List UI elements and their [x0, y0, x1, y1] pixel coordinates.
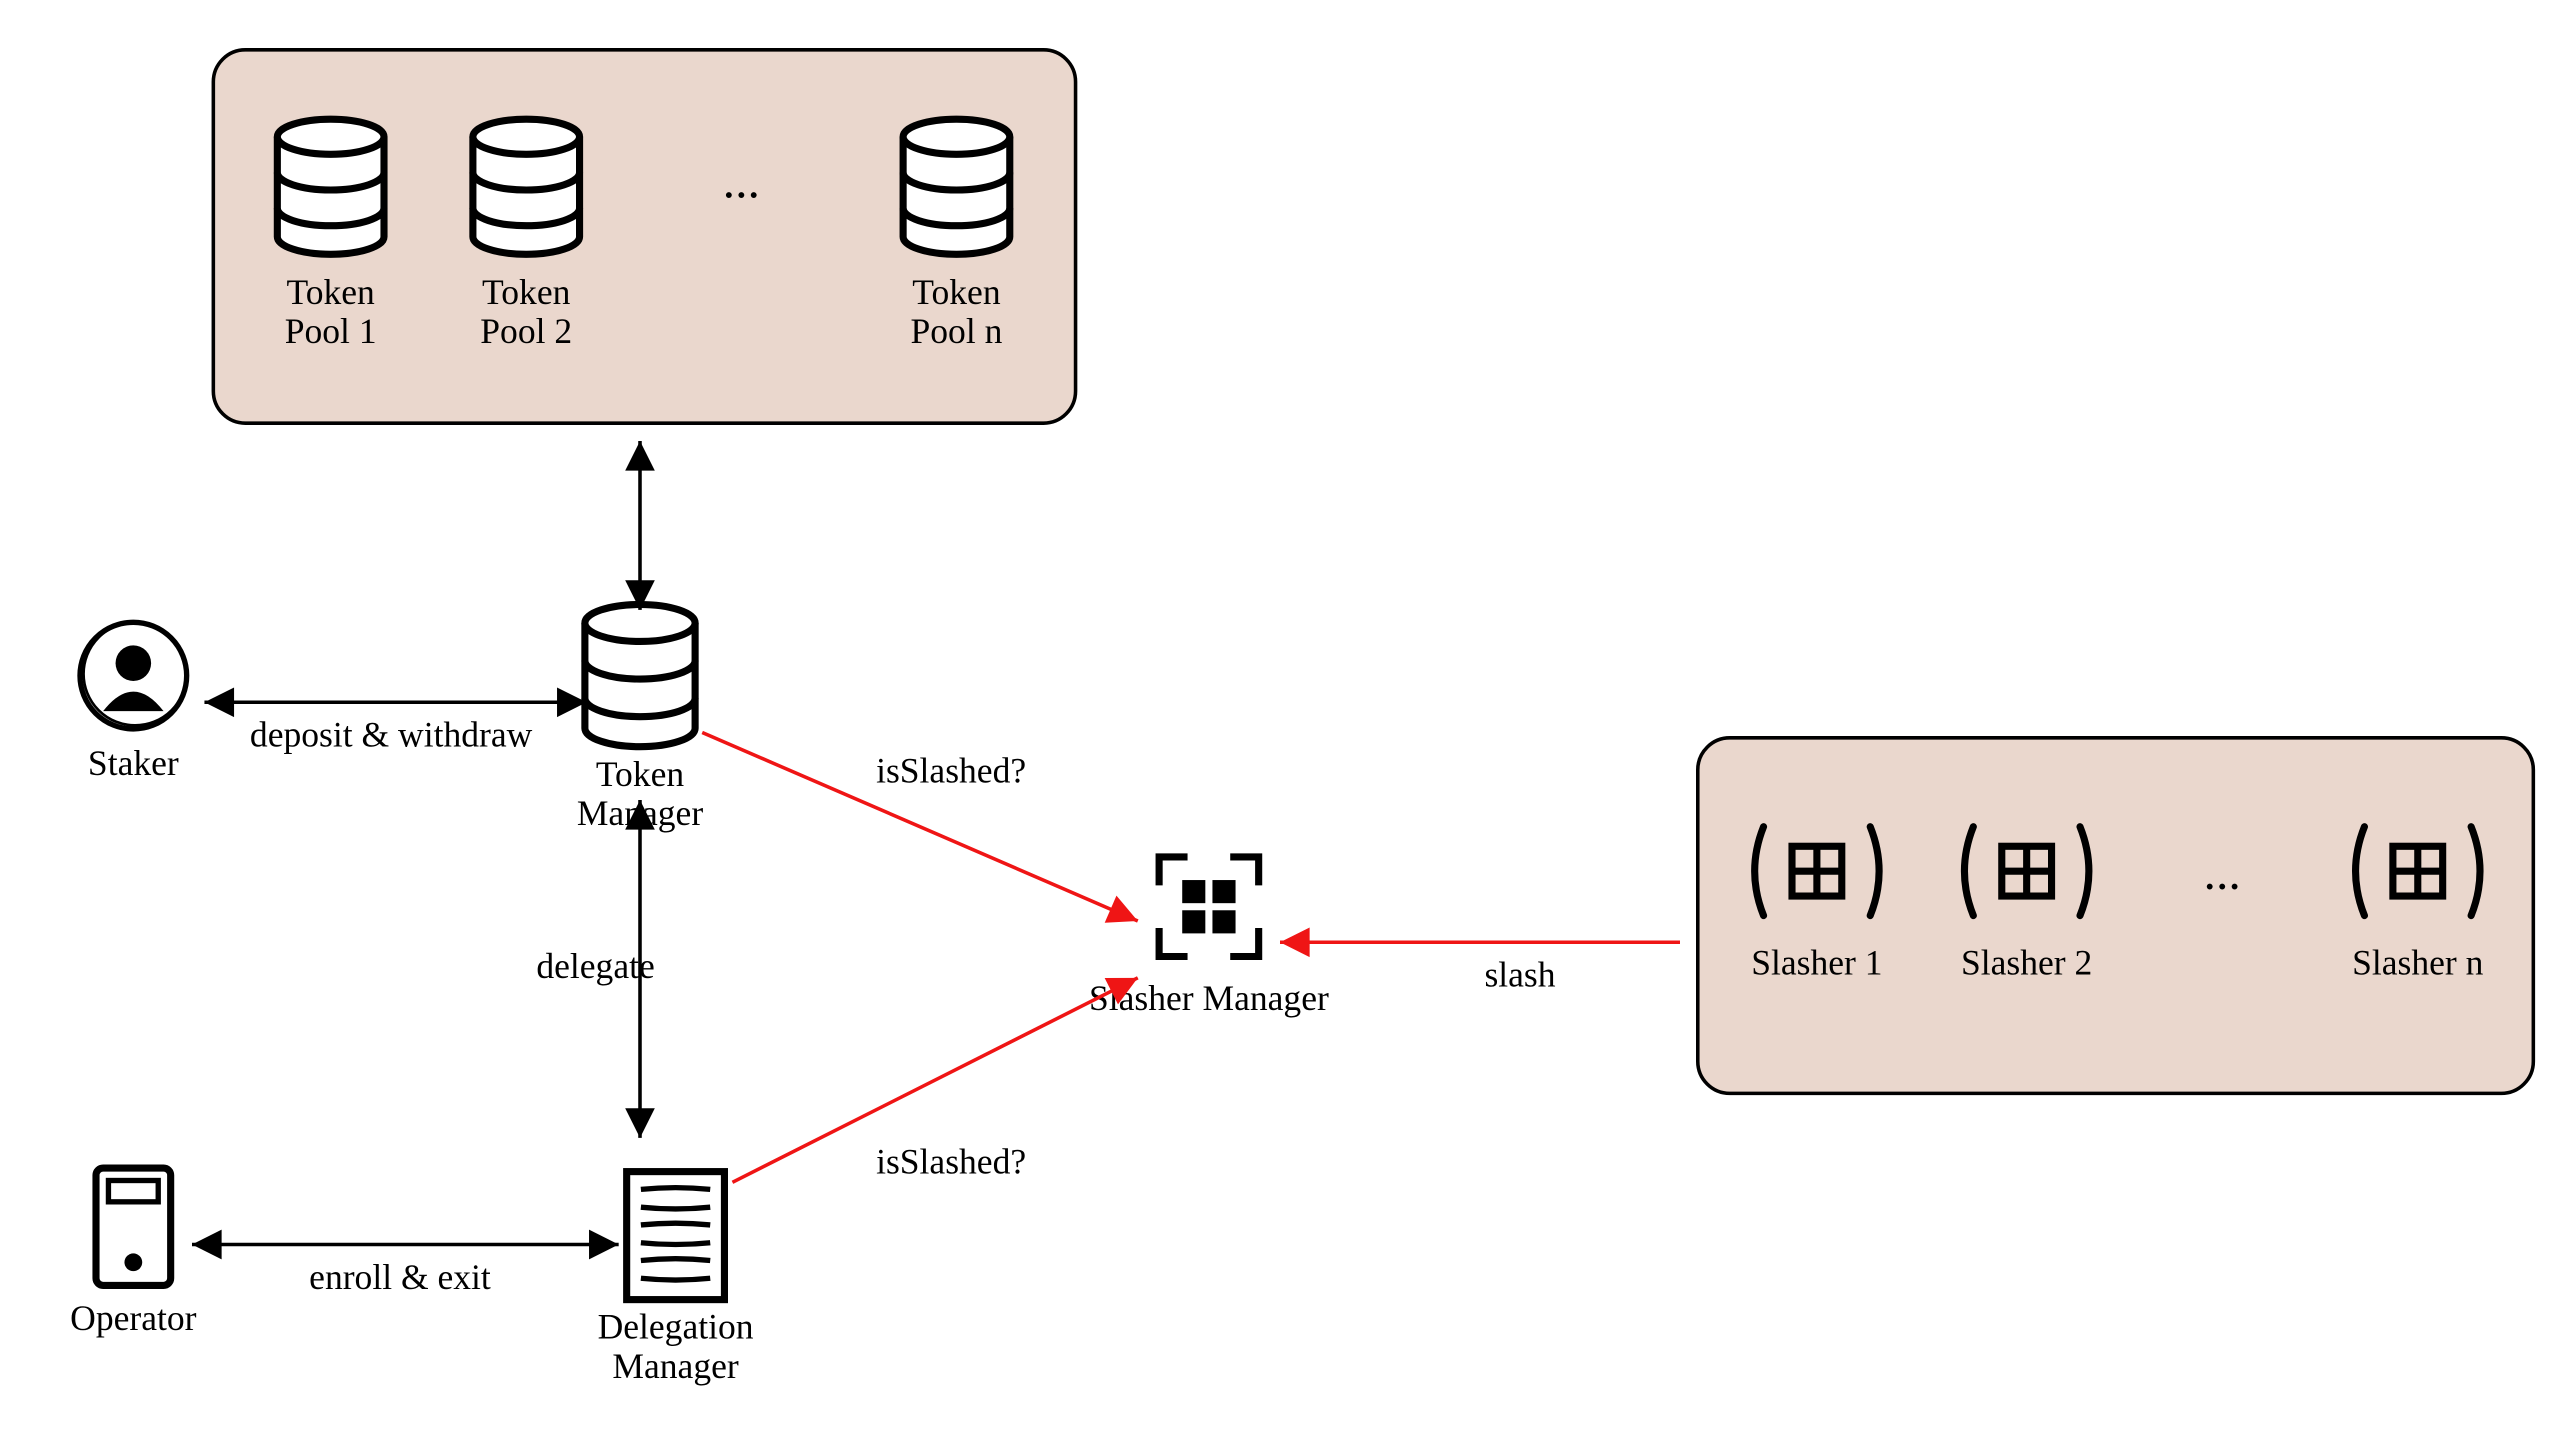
database-icon [473, 119, 580, 254]
staker-label: Staker [88, 743, 179, 783]
token_pool_n-label: TokenPool n [911, 272, 1003, 351]
document-icon [627, 1172, 725, 1300]
edge-label-tokenmgr-slashmgr: isSlashed? [876, 750, 1026, 790]
operator-label: Operator [70, 1298, 196, 1338]
slashers-ellipsis: ... [2204, 845, 2241, 900]
token-pools-ellipsis: ... [723, 153, 760, 208]
database-icon [903, 119, 1010, 254]
delegation-manager-label: DelegationManager [598, 1307, 754, 1386]
database-icon [585, 605, 695, 747]
database-icon [277, 119, 384, 254]
edge-label-operator-delegmgr: enroll & exit [309, 1257, 491, 1297]
slasher_n-label: Slasher n [2352, 942, 2484, 982]
staker-icon [80, 622, 187, 729]
operator-icon [96, 1168, 171, 1285]
edge-label-delegmgr-slashmgr: isSlashed? [876, 1141, 1026, 1181]
slashers-group [1698, 738, 2534, 1094]
edge-label-tokenmgr-delegmgr: delegate [536, 946, 654, 986]
edge-label-staker-tokenmgr: deposit & withdraw [250, 715, 533, 755]
slasher-manager-icon [1159, 857, 1259, 957]
slasher_2-label: Slasher 2 [1961, 942, 2092, 982]
token_pool_2-label: TokenPool 2 [480, 272, 572, 351]
edge-label-slashers-slashmgr: slash [1484, 955, 1555, 995]
architecture-diagram: TokenPool 1 TokenPool 2 TokenPool n... Slas… [0, 0, 2560, 1449]
slasher_1-label: Slasher 1 [1751, 942, 1882, 982]
token_pool_1-label: TokenPool 1 [285, 272, 377, 351]
